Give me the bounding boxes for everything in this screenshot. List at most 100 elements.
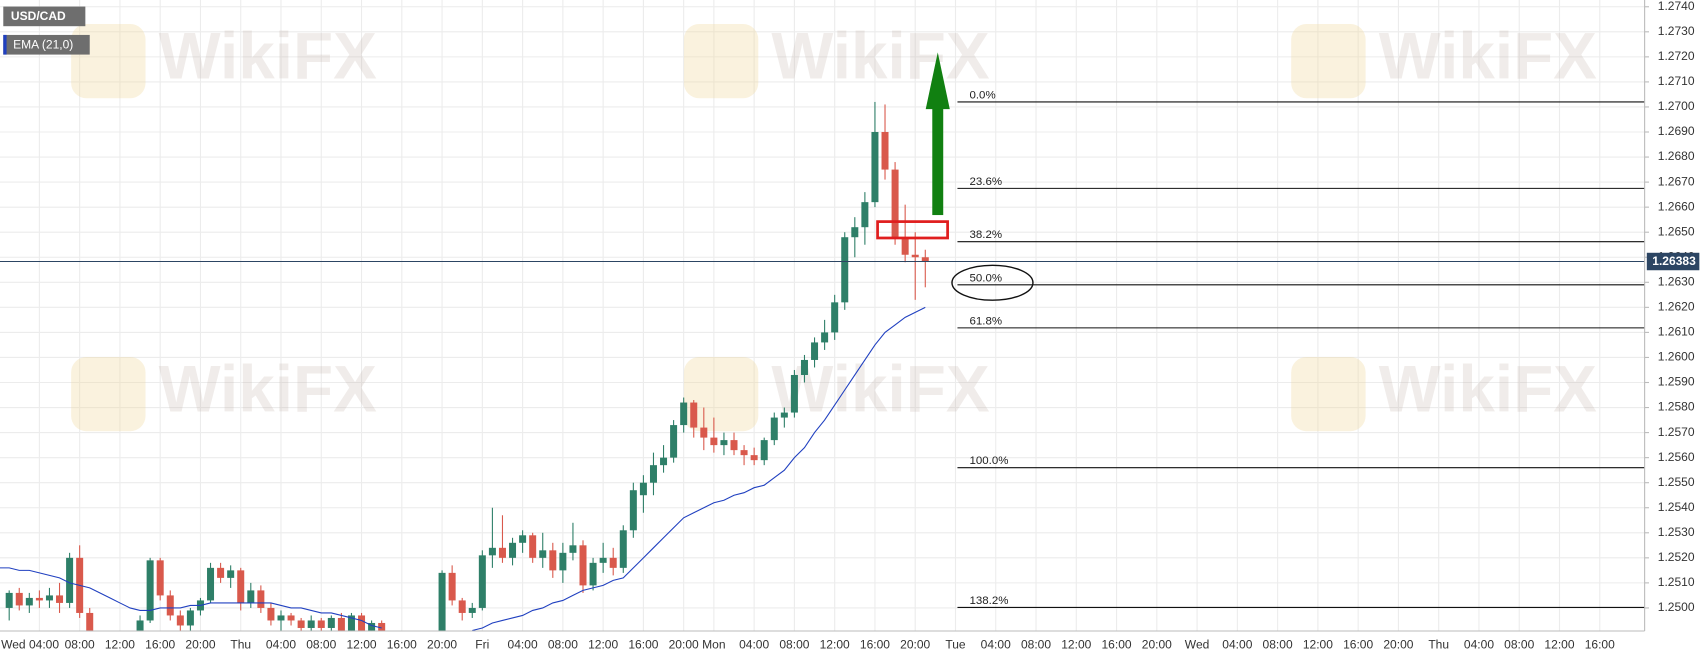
candle-body — [498, 547, 506, 558]
candle-body — [519, 535, 527, 543]
x-tick-label: 20:00 — [427, 637, 457, 651]
watermark: WikiFX — [1379, 352, 1598, 425]
candle-body — [760, 440, 768, 461]
candle-body — [790, 374, 798, 413]
x-tick-label: 16:00 — [1101, 637, 1131, 651]
candle-body — [227, 570, 235, 578]
candle-body — [770, 417, 778, 441]
candle-body — [317, 620, 325, 628]
candle-body — [730, 440, 738, 451]
ema-line — [0, 306, 926, 631]
x-tick-label: Tue — [945, 637, 966, 651]
y-tick-label: 1.2520 — [1658, 550, 1695, 564]
candle-body — [881, 132, 889, 170]
x-tick-label: 04:00 — [739, 637, 769, 651]
y-tick-label: 1.2570 — [1658, 425, 1695, 439]
candle-body — [15, 592, 23, 606]
x-tick-label: 08:00 — [65, 637, 95, 651]
candle-body — [811, 342, 819, 360]
x-tick-label: 12:00 — [346, 637, 376, 651]
candle-body — [237, 570, 245, 603]
y-tick-label: 1.2670 — [1658, 174, 1695, 188]
candle-body — [821, 332, 829, 343]
x-tick-label: Fri — [475, 637, 489, 651]
x-tick-label: 20:00 — [669, 637, 699, 651]
x-tick-label: 08:00 — [306, 637, 336, 651]
watermark-logo — [71, 356, 146, 432]
candle-body — [710, 437, 718, 446]
candle-body — [831, 302, 839, 333]
fib-label: 50.0% — [969, 272, 1002, 284]
plot-area: 0.0% 23.6% 38.2% 50.0% 61.8% 100.0% 138.2% — [0, 89, 1645, 631]
y-tick-label: 1.2740 — [1658, 0, 1695, 13]
x-tick-label: 04:00 — [508, 637, 538, 651]
y-tick-label: 1.2540 — [1658, 500, 1695, 514]
candle-body — [619, 530, 627, 568]
y-tick-label: 1.2650 — [1658, 224, 1695, 238]
watermark-logo — [1291, 24, 1366, 99]
candle-body — [488, 547, 496, 556]
x-tick-label: Thu — [1428, 637, 1449, 651]
candle-body — [891, 169, 899, 238]
candle-body — [297, 620, 305, 628]
legend-symbol: USD/CAD — [11, 9, 66, 23]
x-tick-label: 08:00 — [548, 637, 578, 651]
x-tick-label: 16:00 — [1585, 637, 1615, 651]
x-tick-label: 08:00 — [1263, 637, 1293, 651]
watermark: WikiFX — [159, 20, 378, 93]
x-tick-label: 20:00 — [900, 637, 930, 651]
annotations — [876, 52, 1034, 301]
legend-swatch — [3, 34, 7, 55]
legend-ema: EMA (21,0) — [13, 37, 73, 51]
candle-body — [861, 202, 869, 228]
candle-body — [720, 440, 728, 446]
candle-body — [66, 557, 74, 603]
candle-body — [539, 550, 547, 558]
fib-label: 100.0% — [969, 455, 1008, 467]
candle-body — [468, 607, 476, 613]
fib-label: 23.6% — [969, 176, 1002, 188]
grid — [0, 0, 1645, 631]
candle-body — [509, 542, 517, 558]
watermark-logo — [1291, 356, 1366, 432]
candle-body — [186, 610, 194, 626]
candle-body — [780, 412, 788, 418]
y-tick-label: 1.2530 — [1658, 525, 1695, 539]
y-tick-label: 1.2580 — [1658, 400, 1695, 414]
x-tick-label: 16:00 — [145, 637, 175, 651]
highlight-box — [876, 220, 949, 240]
y-tick-label: 1.2620 — [1658, 300, 1695, 314]
candle-body — [277, 615, 285, 621]
candle-body — [549, 550, 557, 571]
arrow-head — [925, 52, 950, 110]
y-tick-label: 1.2730 — [1658, 24, 1695, 38]
arrow-shaft — [932, 104, 944, 216]
watermark: WikiFX — [771, 20, 990, 93]
highlight-ellipse — [951, 264, 1034, 301]
watermark-logo — [71, 24, 146, 99]
x-tick-label: 12:00 — [105, 637, 135, 651]
candle-body — [589, 562, 597, 586]
candle-body — [599, 557, 607, 563]
x-tick-label: 20:00 — [185, 637, 215, 651]
watermark-logo — [683, 356, 759, 432]
candle-body — [529, 535, 537, 558]
x-tick-label: 08:00 — [779, 637, 809, 651]
candle-body — [166, 595, 174, 616]
candle-body — [448, 572, 456, 601]
candle-body — [609, 557, 617, 568]
x-tick-label: 08:00 — [1504, 637, 1534, 651]
y-tick-label: 1.2500 — [1658, 600, 1695, 614]
fib-label: 61.8% — [969, 315, 1002, 327]
candle-body — [267, 607, 275, 621]
candle-body — [921, 257, 929, 262]
candle-body — [247, 590, 255, 603]
candle-body — [146, 560, 154, 621]
x-tick-label: 16:00 — [860, 637, 890, 651]
x-tick-label: 12:00 — [588, 637, 618, 651]
candle-body — [35, 597, 43, 601]
x-tick-label: 08:00 — [1021, 637, 1051, 651]
x-tick-label: 12:00 — [1303, 637, 1333, 651]
candle-body — [337, 617, 345, 631]
